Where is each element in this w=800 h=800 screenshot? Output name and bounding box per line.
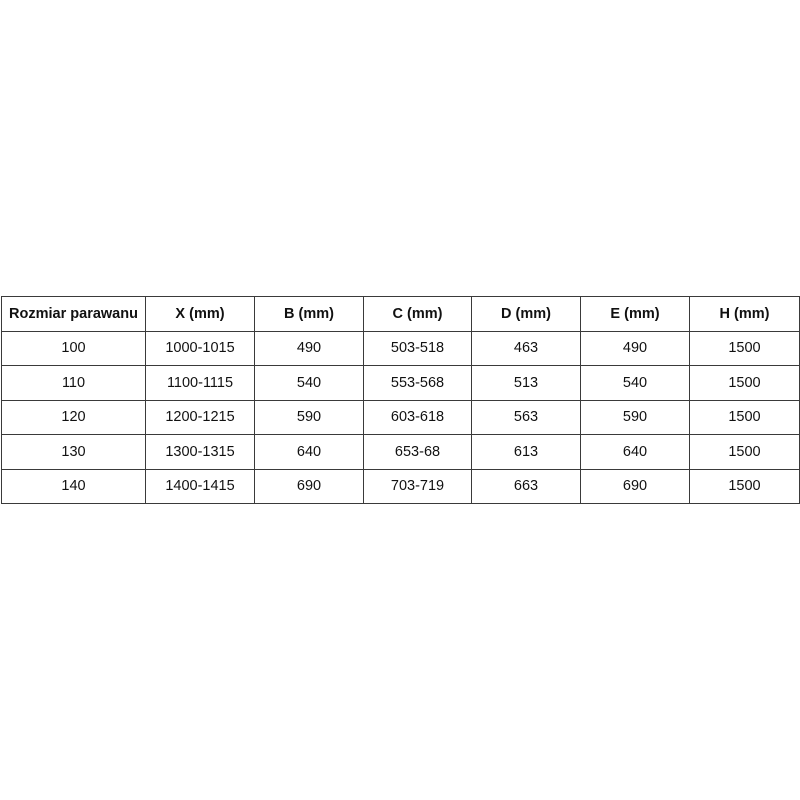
header-e: E (mm) [580,296,690,332]
table-cell: 1400-1415 [145,468,255,504]
table-cell: 1500 [689,434,800,470]
table-cell: 690 [580,468,690,504]
table-cell: 140 [1,468,146,504]
table-cell: 640 [254,434,364,470]
table-cell: 1500 [689,468,800,504]
table-cell: 590 [580,399,690,435]
table-cell: 1300-1315 [145,434,255,470]
table-row: 130 1300-1315 640 653-68 613 640 1500 [1,434,800,470]
table-cell: 653-68 [363,434,472,470]
table-cell: 640 [580,434,690,470]
table-cell: 553-568 [363,365,472,401]
table-cell: 1500 [689,399,800,435]
header-b: B (mm) [254,296,364,332]
table-row: 140 1400-1415 690 703-719 663 690 1500 [1,468,800,504]
table-header-row: Rozmiar parawanu X (mm) B (mm) C (mm) D … [1,296,800,332]
header-h: H (mm) [689,296,800,332]
table-cell: 100 [1,330,146,366]
table-cell: 130 [1,434,146,470]
dimensions-table: Rozmiar parawanu X (mm) B (mm) C (mm) D … [1,296,800,504]
header-d: D (mm) [471,296,581,332]
table-row: 120 1200-1215 590 603-618 563 590 1500 [1,399,800,435]
table-cell: 490 [254,330,364,366]
table-cell: 120 [1,399,146,435]
table-cell: 663 [471,468,581,504]
table-cell: 590 [254,399,364,435]
header-size: Rozmiar parawanu [1,296,146,332]
table-row: 100 1000-1015 490 503-518 463 490 1500 [1,330,800,366]
table-cell: 540 [254,365,364,401]
table-cell: 463 [471,330,581,366]
header-x: X (mm) [145,296,255,332]
table-cell: 540 [580,365,690,401]
table-cell: 1100-1115 [145,365,255,401]
table-cell: 490 [580,330,690,366]
table-cell: 703-719 [363,468,472,504]
table-cell: 690 [254,468,364,504]
table-cell: 1000-1015 [145,330,255,366]
table-cell: 503-518 [363,330,472,366]
table-cell: 563 [471,399,581,435]
table-cell: 513 [471,365,581,401]
table-cell: 1500 [689,330,800,366]
header-c: C (mm) [363,296,472,332]
table-cell: 603-618 [363,399,472,435]
table-cell: 1500 [689,365,800,401]
table-cell: 613 [471,434,581,470]
table-row: 110 1100-1115 540 553-568 513 540 1500 [1,365,800,401]
table-cell: 110 [1,365,146,401]
table-cell: 1200-1215 [145,399,255,435]
